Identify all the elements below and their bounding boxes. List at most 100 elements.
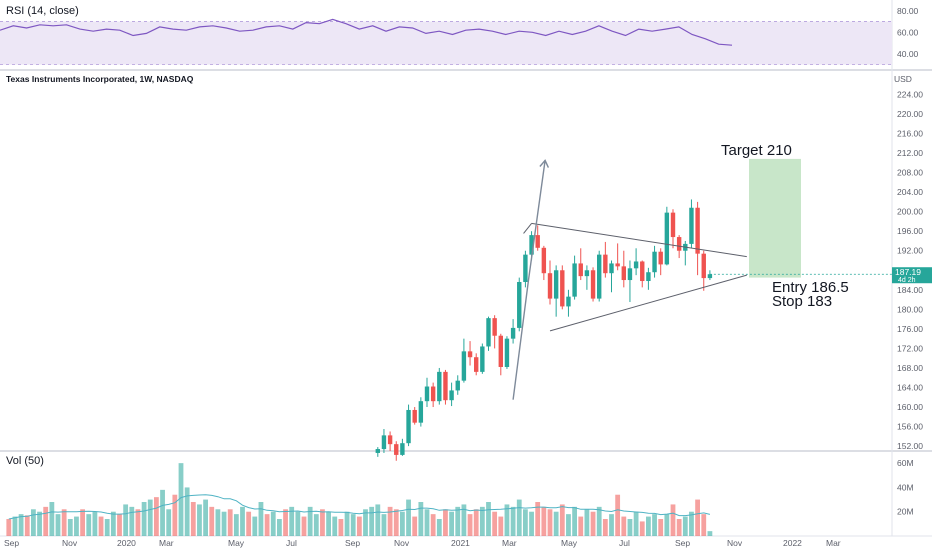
target-annotation[interactable]: Target 210 [721,142,792,159]
volume-bar [221,511,227,536]
triangle-lower-line[interactable] [549,274,747,332]
volume-bar [541,506,547,536]
rsi-tick-label: 80.00 [897,6,919,16]
volume-bar [633,511,639,536]
candle-body [461,351,467,381]
volume-bar [24,515,30,536]
stop-annotation[interactable]: Stop 183 [772,293,832,310]
volume-bar [504,504,510,536]
price-tick-label: 172.00 [897,343,923,353]
volume-bar [449,511,454,536]
candle [707,270,713,281]
price-tick-label: 216.00 [897,129,923,139]
volume-bar [695,499,700,536]
volume-bar [682,516,688,536]
target-zone[interactable] [749,158,801,278]
candle [467,341,473,366]
candle-body [455,380,460,391]
volume-bar [498,516,504,536]
position-zones[interactable] [749,158,801,278]
candle-body [498,335,503,367]
time-scale[interactable]: Sep Nov 2020 Mar May Jul Sep Nov 2021 Mar May Jul Se… [4,538,841,548]
volume-bar [479,506,485,536]
candle-body [467,351,473,358]
volume-bar [18,514,24,536]
triangle-upper-line[interactable] [531,222,747,258]
entry-annotation[interactable]: Entry 186.5 [772,279,849,296]
candle [603,241,608,278]
candle-body [670,212,676,238]
candle-body [510,327,516,339]
rsi-scale[interactable]: 80.00 60.00 40.00 [897,6,919,59]
candle-body [394,444,399,455]
triangle-apex-line[interactable] [523,223,532,234]
candle [566,289,571,317]
volume-bar [190,502,196,536]
volume-bar [578,516,584,536]
volume-bar [516,499,522,536]
price-tick-label: 204.00 [897,187,923,197]
rsi-indicator-label[interactable]: RSI (14, close) [4,5,81,17]
candle [406,404,411,447]
candle [664,206,670,266]
volume-scale[interactable]: 60M 40M 20M [897,458,914,517]
volume-bar [572,506,577,536]
volume-bar [37,511,42,536]
candle [670,209,676,249]
candle-body [627,268,633,281]
volume-bar [104,519,110,536]
price-tick-label: 184.00 [897,285,923,295]
volume-bar [123,504,129,536]
candle [701,250,706,291]
volume-bar [658,519,664,536]
pattern-drawings[interactable] [512,159,892,400]
candle-body [701,253,706,279]
volume-bar [43,506,49,536]
time-tick-label: Sep [675,538,690,548]
volume-bar [233,514,239,536]
candle-body [578,263,583,277]
volume-bar [31,509,36,536]
volume-bar [178,463,184,536]
candle-body [664,212,670,265]
candle-body [652,251,657,273]
candle-body [523,254,528,282]
volume-bar [209,506,215,536]
candle-body [553,270,559,299]
candle [492,315,497,349]
volume-bar [387,506,393,536]
candle-body [646,272,651,282]
volume-bar [350,514,356,536]
volume-bar [252,516,258,536]
candle-body [590,270,596,299]
price-scale[interactable]: 224.00 220.00 216.00 212.00 208.00 204.00 200.… [897,89,923,451]
volume-bar [166,509,172,536]
candle [689,199,694,249]
projection-arrow[interactable] [512,160,546,400]
candle [658,248,663,276]
volume-bar [98,516,104,536]
candle-body [400,443,405,455]
candle [474,353,479,376]
volume-indicator-label[interactable]: Vol (50) [4,455,46,467]
volume-bar [227,509,233,536]
volume-bar [283,509,288,536]
candle-body [517,281,522,328]
candle-body [597,254,602,299]
time-tick-label: Jul [619,538,630,548]
volume-bar [356,516,362,536]
volume-bar [320,509,325,536]
volume-bar [277,519,282,536]
candle-body [640,261,645,282]
volume-bar [313,514,319,536]
symbol-title[interactable]: Texas Instruments Incorporated, 1W, NASD… [4,74,196,84]
volume-bar [289,506,295,536]
candle-body [603,254,608,274]
volume-bar [61,509,67,536]
volume-bar [473,509,479,536]
volume-bar [80,509,85,536]
price-tick-label: 160.00 [897,402,923,412]
volume-bar [707,531,713,536]
volume-bar [147,499,153,536]
